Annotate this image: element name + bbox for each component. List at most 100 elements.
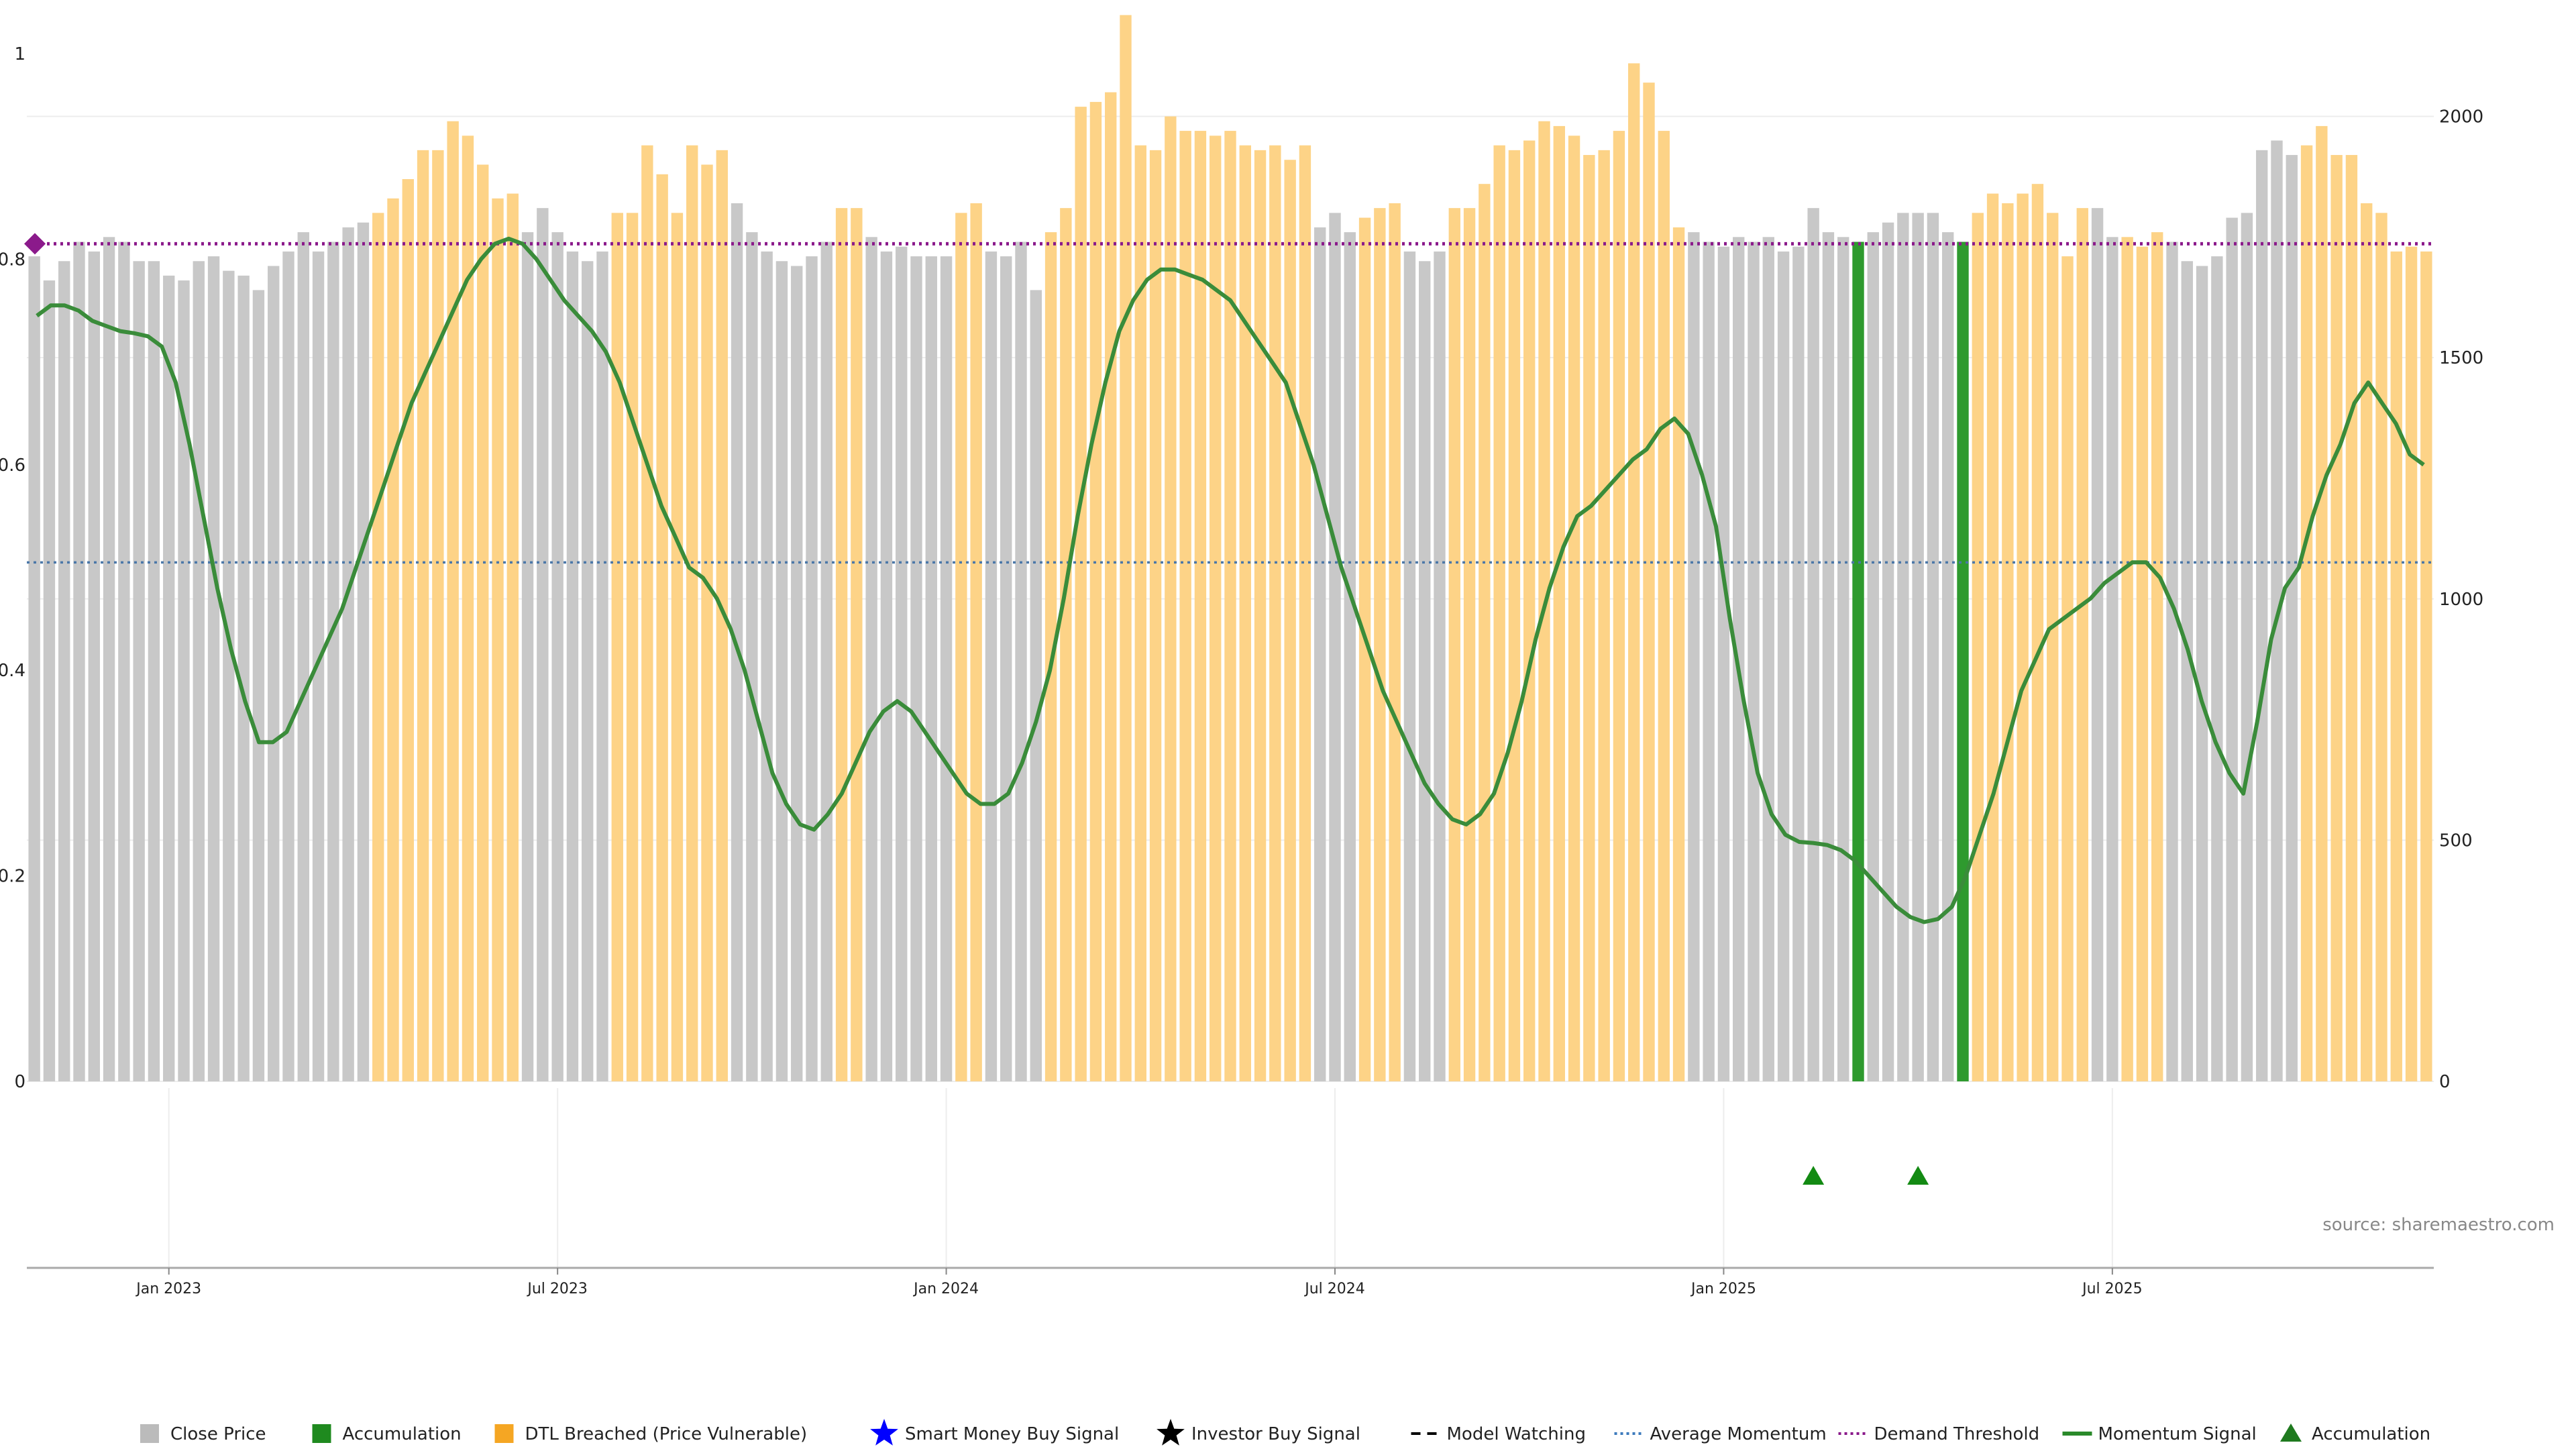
close-price-bar — [178, 280, 190, 1082]
close-price-bar — [133, 261, 145, 1082]
close-price-bar — [1015, 241, 1027, 1081]
close-price-bar — [2256, 150, 2268, 1082]
dtl-breached-bar — [2121, 237, 2133, 1081]
dtl-breached-bar — [1210, 136, 1222, 1081]
left-axis-tick-label: 1 — [14, 44, 25, 64]
dtl-breached-bar — [1553, 125, 1565, 1081]
x-tick-label: Jan 2024 — [912, 1281, 979, 1297]
close-price-bar — [775, 261, 788, 1082]
legend-label: Momentum Signal — [2098, 1424, 2257, 1444]
legend-label: DTL Breached (Price Vulnerable) — [525, 1424, 808, 1444]
close-price-bar — [1942, 232, 1954, 1081]
dtl-breached-bar — [1269, 145, 1281, 1082]
close-price-bar — [820, 241, 833, 1081]
close-price-bar — [73, 241, 85, 1081]
left-axis-tick-label: 0 — [14, 1072, 25, 1092]
dtl-breached-bar — [1165, 116, 1177, 1082]
reference-lines — [24, 233, 2434, 564]
dtl-breached-bar — [1120, 15, 1132, 1082]
dtl-breached-bar — [1479, 184, 1491, 1082]
dtl-breached-bar — [835, 208, 848, 1081]
right-axis-tick-label: 500 — [2439, 830, 2473, 851]
dtl-breached-bar — [1149, 150, 1162, 1082]
dtl-breached-bar — [2300, 145, 2313, 1082]
dtl-breached-bar — [1658, 131, 1670, 1081]
close-price-bar — [1703, 241, 1715, 1081]
close-price-bar — [1912, 213, 1924, 1082]
dtl-breached-bar — [1583, 155, 1595, 1082]
close-price-bar — [193, 261, 205, 1082]
dtl-breached-bar — [387, 198, 399, 1081]
dtl-breached-bar — [402, 179, 414, 1082]
legend-item: Investor Buy Signal — [1157, 1419, 1360, 1446]
close-price-bar — [1882, 222, 1894, 1082]
close-price-bar — [1000, 256, 1012, 1082]
close-price-bar — [207, 256, 220, 1082]
close-price-bar — [88, 251, 100, 1081]
right-axis-ticks: 0 500 1000 1500 2000 — [2439, 107, 2483, 1092]
close-price-bar — [327, 241, 339, 1081]
close-price-bar — [297, 232, 309, 1081]
close-price-bar — [103, 237, 115, 1081]
dtl-breached-bar — [1986, 193, 1999, 1081]
close-price-bar — [163, 275, 175, 1081]
right-axis-tick-label: 1500 — [2439, 348, 2483, 368]
legend: Close Price Accumulation DTL Breached (Pri… — [140, 1419, 2430, 1446]
close-price-bar — [1867, 232, 1879, 1081]
dtl-breached-bar — [851, 208, 863, 1081]
dtl-breached-bar — [1508, 150, 1521, 1082]
close-price-bar — [252, 290, 265, 1082]
legend-item: Momentum Signal — [2062, 1424, 2257, 1444]
close-price-bar — [223, 270, 235, 1081]
dtl-breached-bar — [1448, 208, 1460, 1081]
right-axis-tick-label: 0 — [2439, 1072, 2451, 1092]
accumulation-bar — [1852, 241, 1864, 1081]
close-price-bar — [1419, 261, 1431, 1082]
x-tick-label: Jul 2023 — [526, 1281, 588, 1297]
close-price-bar — [1329, 213, 1341, 1082]
dtl-breached-bar — [716, 150, 728, 1082]
close-price-bar — [1777, 251, 1790, 1081]
dtl-breached-bar — [1389, 203, 1401, 1081]
close-price-bar — [985, 251, 998, 1081]
close-price-bar — [2196, 266, 2208, 1081]
dtl-breached-bar — [1628, 63, 1640, 1081]
dtl-breached-bar — [1643, 83, 1655, 1082]
close-price-bar — [1837, 237, 1849, 1081]
close-price-bar — [1344, 232, 1356, 1081]
close-price-bar — [28, 256, 40, 1082]
dtl-breached-bar — [462, 136, 474, 1081]
dtl-breached-bar — [1224, 131, 1236, 1081]
dtl-breached-bar — [2405, 246, 2418, 1082]
legend-label: Close Price — [170, 1424, 266, 1444]
dtl-breached-bar — [2345, 155, 2358, 1082]
dtl-breached-bar — [1089, 101, 1102, 1081]
close-price-bar — [1717, 246, 1730, 1082]
accumulation-bar — [1957, 241, 1969, 1081]
dtl-breached-bar — [626, 213, 639, 1082]
source-label: source: sharemaestro.com — [2322, 1215, 2555, 1235]
dtl-breached-bar — [1493, 145, 1505, 1082]
dtl-breached-bar — [686, 145, 698, 1082]
close-price-bar — [1403, 251, 1416, 1081]
dtl-breached-bar — [1374, 208, 1386, 1081]
signal-panel — [27, 1166, 2434, 1269]
close-price-bar — [910, 256, 922, 1082]
legend-item: Accumulation — [2280, 1424, 2430, 1444]
close-price-bar — [282, 251, 294, 1081]
x-tick-label: Jan 2023 — [135, 1281, 201, 1297]
dtl-breached-bar — [641, 145, 653, 1082]
dtl-breached-bar — [1105, 92, 1117, 1081]
dtl-breached-bar — [2031, 184, 2044, 1082]
dtl-breached-bar — [611, 213, 623, 1082]
close-price-bar — [1807, 208, 1819, 1081]
dtl-breached-bar — [1254, 150, 1267, 1082]
legend-label: Accumulation — [343, 1424, 462, 1444]
demand-threshold-diamond — [24, 233, 46, 255]
dtl-breached-bar — [2076, 208, 2088, 1081]
close-price-bar — [596, 251, 608, 1081]
close-price-bar — [2241, 213, 2253, 1082]
dtl-breached-bar — [492, 198, 504, 1081]
close-price-bar — [1762, 237, 1774, 1081]
dtl-breached-bar — [1463, 208, 1476, 1081]
